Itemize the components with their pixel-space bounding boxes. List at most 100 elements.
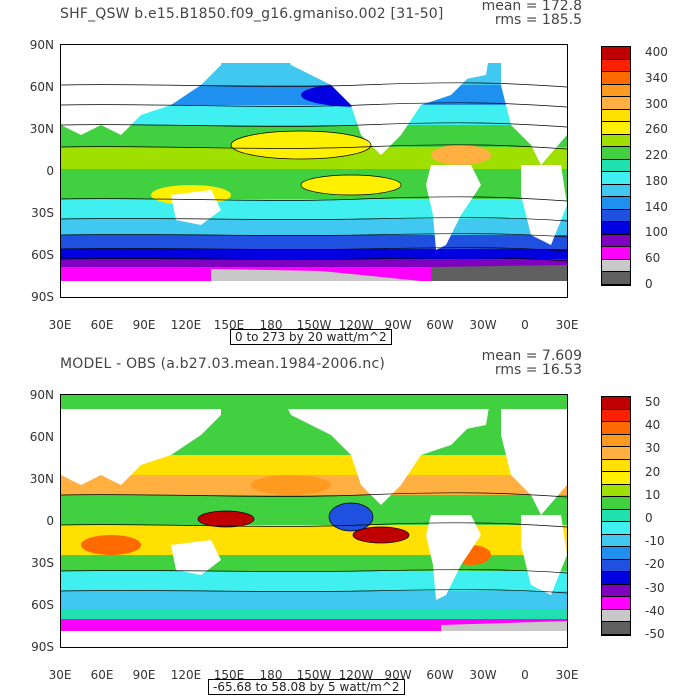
contour-range-label: 0 to 273 by 20 watt/m^2 bbox=[230, 329, 392, 345]
colorbar-label: 30 bbox=[645, 441, 661, 456]
y-tick-label: 60N bbox=[29, 80, 54, 94]
colorbar-swatch bbox=[602, 59, 630, 73]
colorbar-label: 140 bbox=[645, 199, 668, 214]
y-tick-label: 0 bbox=[46, 164, 54, 178]
colorbar-label: 20 bbox=[645, 464, 661, 479]
x-tick-label: 150W bbox=[296, 318, 332, 332]
panel-bottom: MODEL - OBS (a.b27.03.mean.1984-2006.nc)… bbox=[0, 348, 700, 700]
y-tick-label: 60S bbox=[31, 248, 54, 262]
colorbar-label: 0 bbox=[645, 277, 653, 291]
colorbar-label: 400 bbox=[645, 45, 668, 59]
colorbar-swatch bbox=[602, 209, 630, 223]
map-plot bbox=[60, 44, 568, 298]
colorbar-swatch bbox=[602, 159, 630, 173]
colorbar-label: 260 bbox=[645, 122, 668, 137]
colorbar-swatch bbox=[602, 497, 630, 510]
colorbar-swatch bbox=[602, 222, 630, 235]
colorbar-label: 60 bbox=[645, 251, 661, 266]
colorbar-swatch bbox=[602, 134, 630, 148]
y-tick-label: 60S bbox=[31, 598, 54, 612]
x-tick-label: 150W bbox=[296, 668, 332, 682]
colorbar-swatch bbox=[602, 122, 630, 135]
colorbar-swatch bbox=[602, 472, 630, 485]
y-tick-label: 90N bbox=[29, 388, 54, 402]
colorbar-label: -20 bbox=[645, 557, 665, 572]
contour-range-label: -65.68 to 58.08 by 5 watt/m^2 bbox=[208, 679, 405, 695]
colorbar-label: -10 bbox=[645, 534, 665, 549]
colorbar-swatch bbox=[602, 559, 630, 573]
colorbar-swatch bbox=[602, 534, 630, 548]
colorbar-label: 40 bbox=[645, 418, 661, 433]
colorbar-swatch bbox=[602, 609, 630, 623]
y-tick-label: 30N bbox=[29, 122, 54, 136]
colorbar-swatch bbox=[602, 72, 630, 85]
colorbar-swatch bbox=[602, 47, 630, 60]
x-tick-label: 60E bbox=[90, 668, 114, 682]
colorbar-label: 50 bbox=[645, 395, 661, 409]
colorbar-label: -40 bbox=[645, 603, 665, 618]
x-tick-label: 180 bbox=[259, 668, 283, 682]
x-tick-label: 120E bbox=[170, 318, 202, 332]
colorbar-swatch bbox=[602, 459, 630, 473]
colorbar-label: -30 bbox=[645, 580, 665, 595]
map-field bbox=[61, 45, 567, 297]
x-tick-label: 30E bbox=[48, 318, 72, 332]
rms-value: rms = 16.53 bbox=[494, 362, 582, 378]
colorbar-swatch bbox=[602, 522, 630, 535]
x-tick-label: 90E bbox=[132, 668, 156, 682]
y-tick-label: 90S bbox=[31, 290, 54, 304]
y-tick-label: 30S bbox=[31, 556, 54, 570]
y-tick-label: 30N bbox=[29, 472, 54, 486]
colorbar-swatch bbox=[602, 509, 630, 523]
colorbar-label: 180 bbox=[645, 173, 668, 188]
colorbar-swatch bbox=[602, 84, 630, 98]
y-tick-label: 60N bbox=[29, 430, 54, 444]
x-tick-label: 0 bbox=[521, 318, 529, 332]
x-tick-label: 150E bbox=[213, 668, 245, 682]
panel-title: MODEL - OBS (a.b27.03.mean.1984-2006.nc) bbox=[60, 356, 386, 372]
colorbar-swatch bbox=[602, 259, 630, 273]
colorbar-label: -50 bbox=[645, 627, 665, 641]
colorbar-swatch bbox=[602, 97, 630, 110]
x-tick-label: 60W bbox=[426, 668, 454, 682]
colorbar-swatch bbox=[602, 572, 630, 585]
colorbar-swatch bbox=[602, 584, 630, 598]
x-tick-label: 30W bbox=[469, 668, 497, 682]
colorbar-swatch bbox=[602, 447, 630, 460]
x-tick-label: 30W bbox=[469, 318, 497, 332]
colorbar-swatch bbox=[602, 147, 630, 160]
colorbar-swatch bbox=[602, 547, 630, 560]
colorbar-swatch bbox=[602, 434, 630, 448]
colorbar-swatch bbox=[602, 272, 630, 285]
y-tick-label: 90S bbox=[31, 640, 54, 654]
x-tick-label: 30E bbox=[48, 668, 72, 682]
colorbar-swatch bbox=[602, 109, 630, 123]
x-tick-label: 120W bbox=[338, 318, 374, 332]
x-tick-label: 150E bbox=[213, 318, 245, 332]
colorbar bbox=[601, 396, 631, 636]
mean-value: mean = 7.609 bbox=[481, 348, 582, 364]
x-tick-label: 0 bbox=[521, 668, 529, 682]
colorbar-swatch bbox=[602, 622, 630, 635]
colorbar-swatch bbox=[602, 184, 630, 198]
colorbar-swatch bbox=[602, 597, 630, 610]
x-tick-label: 90E bbox=[132, 318, 156, 332]
x-tick-label: 30E bbox=[555, 668, 579, 682]
colorbar-swatch bbox=[602, 234, 630, 248]
panel-top: SHF_QSW b.e15.B1850.f09_g16.gmaniso.002 … bbox=[29, 0, 668, 345]
colorbar-label: 300 bbox=[645, 96, 668, 111]
colorbar-label: 340 bbox=[645, 70, 668, 85]
x-tick-label: 120W bbox=[338, 668, 374, 682]
colorbar-swatch bbox=[602, 409, 630, 423]
colorbar-swatch bbox=[602, 197, 630, 210]
colorbar-label: 100 bbox=[645, 225, 668, 240]
y-tick-label: 30S bbox=[31, 206, 54, 220]
colorbar-swatch bbox=[602, 397, 630, 410]
x-tick-label: 180 bbox=[259, 318, 283, 332]
x-tick-label: 90W bbox=[384, 318, 412, 332]
panel-title: SHF_QSW b.e15.B1850.f09_g16.gmaniso.002 … bbox=[60, 6, 444, 22]
map-plot bbox=[60, 394, 568, 648]
x-tick-label: 60E bbox=[90, 318, 114, 332]
colorbar-swatch bbox=[602, 172, 630, 185]
colorbar-swatch bbox=[602, 247, 630, 260]
